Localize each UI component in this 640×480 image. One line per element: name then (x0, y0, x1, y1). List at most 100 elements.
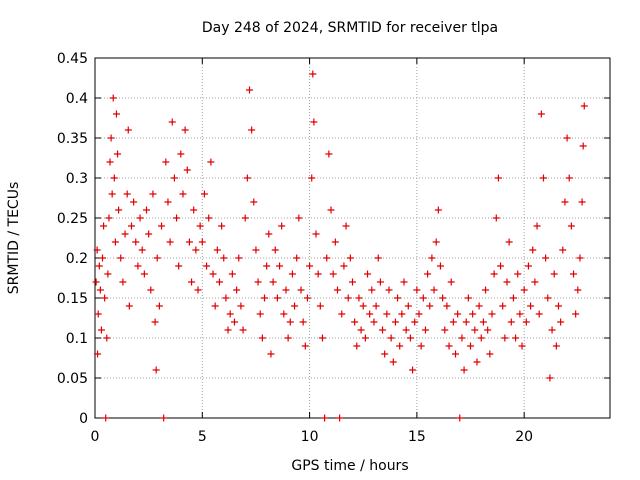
data-point (456, 414, 464, 422)
data-point (117, 254, 125, 262)
data-point (213, 246, 221, 254)
data-point (222, 294, 230, 302)
data-point (205, 214, 213, 222)
data-point (273, 294, 281, 302)
data-point (269, 278, 277, 286)
data-point (580, 102, 588, 110)
data-point (432, 238, 440, 246)
data-point (385, 286, 393, 294)
data-point (291, 302, 299, 310)
data-point (183, 166, 191, 174)
data-point (550, 270, 558, 278)
data-point (325, 150, 333, 158)
data-point (342, 222, 350, 230)
data-point (349, 278, 356, 286)
data-point (276, 262, 284, 270)
data-point (552, 342, 560, 350)
data-point (441, 326, 449, 334)
data-point (119, 278, 127, 286)
data-point (447, 278, 455, 286)
data-point (486, 350, 494, 358)
data-point (497, 262, 505, 270)
data-point (121, 230, 129, 238)
y-tick-label: 0.25 (57, 211, 88, 227)
data-point (473, 358, 481, 366)
data-point (370, 318, 378, 326)
data-point (194, 286, 202, 294)
data-point (271, 246, 279, 254)
data-point (499, 302, 507, 310)
data-point (544, 294, 552, 302)
data-point (479, 318, 487, 326)
data-point (158, 222, 166, 230)
data-point (507, 318, 515, 326)
data-point (398, 310, 406, 318)
data-point (107, 134, 115, 142)
data-point (471, 326, 479, 334)
data-point (164, 198, 172, 206)
data-point (561, 198, 569, 206)
data-point (559, 246, 567, 254)
data-point (509, 294, 517, 302)
data-point (467, 342, 475, 350)
x-tick-label: 5 (198, 429, 207, 445)
data-point (488, 310, 496, 318)
data-point (190, 206, 198, 214)
data-point (103, 334, 111, 342)
data-point (130, 198, 138, 206)
data-point (102, 414, 110, 422)
data-point (136, 214, 144, 222)
data-point (364, 270, 372, 278)
data-point (138, 246, 146, 254)
data-point (241, 214, 249, 222)
data-point (211, 302, 219, 310)
data-point (140, 270, 148, 278)
data-point (424, 270, 432, 278)
data-point (426, 302, 434, 310)
x-tick-label: 15 (408, 429, 426, 445)
data-point (93, 246, 101, 254)
data-point (198, 238, 206, 246)
data-point (104, 270, 112, 278)
data-point (282, 286, 290, 294)
data-point (430, 286, 438, 294)
data-point (127, 222, 135, 230)
data-point (340, 262, 348, 270)
data-point (490, 270, 498, 278)
data-point (389, 358, 397, 366)
data-point (555, 302, 562, 310)
data-point (181, 126, 189, 134)
data-point (542, 254, 550, 262)
data-point (464, 294, 472, 302)
data-point (404, 302, 412, 310)
data-point (155, 302, 163, 310)
data-point (196, 222, 204, 230)
data-point (421, 326, 429, 334)
data-point (501, 334, 509, 342)
data-point (105, 214, 113, 222)
data-point (254, 278, 262, 286)
data-point (336, 414, 344, 422)
data-point (301, 342, 309, 350)
data-point (475, 302, 483, 310)
data-point (516, 310, 524, 318)
data-point (462, 318, 470, 326)
data-point (578, 198, 586, 206)
data-point (353, 342, 361, 350)
data-point (175, 262, 183, 270)
data-point (168, 118, 176, 126)
data-point (419, 294, 427, 302)
y-tick-label: 0.35 (57, 131, 88, 147)
grid (95, 58, 610, 418)
data-point (309, 70, 317, 78)
data-point (233, 286, 241, 294)
data-point (94, 350, 102, 358)
data-point (230, 318, 238, 326)
data-point (215, 278, 223, 286)
data-point (265, 230, 273, 238)
y-tick-label: 0.4 (66, 91, 88, 107)
data-point (458, 334, 466, 342)
data-point (166, 238, 174, 246)
data-point (203, 262, 211, 270)
data-point (149, 190, 157, 198)
